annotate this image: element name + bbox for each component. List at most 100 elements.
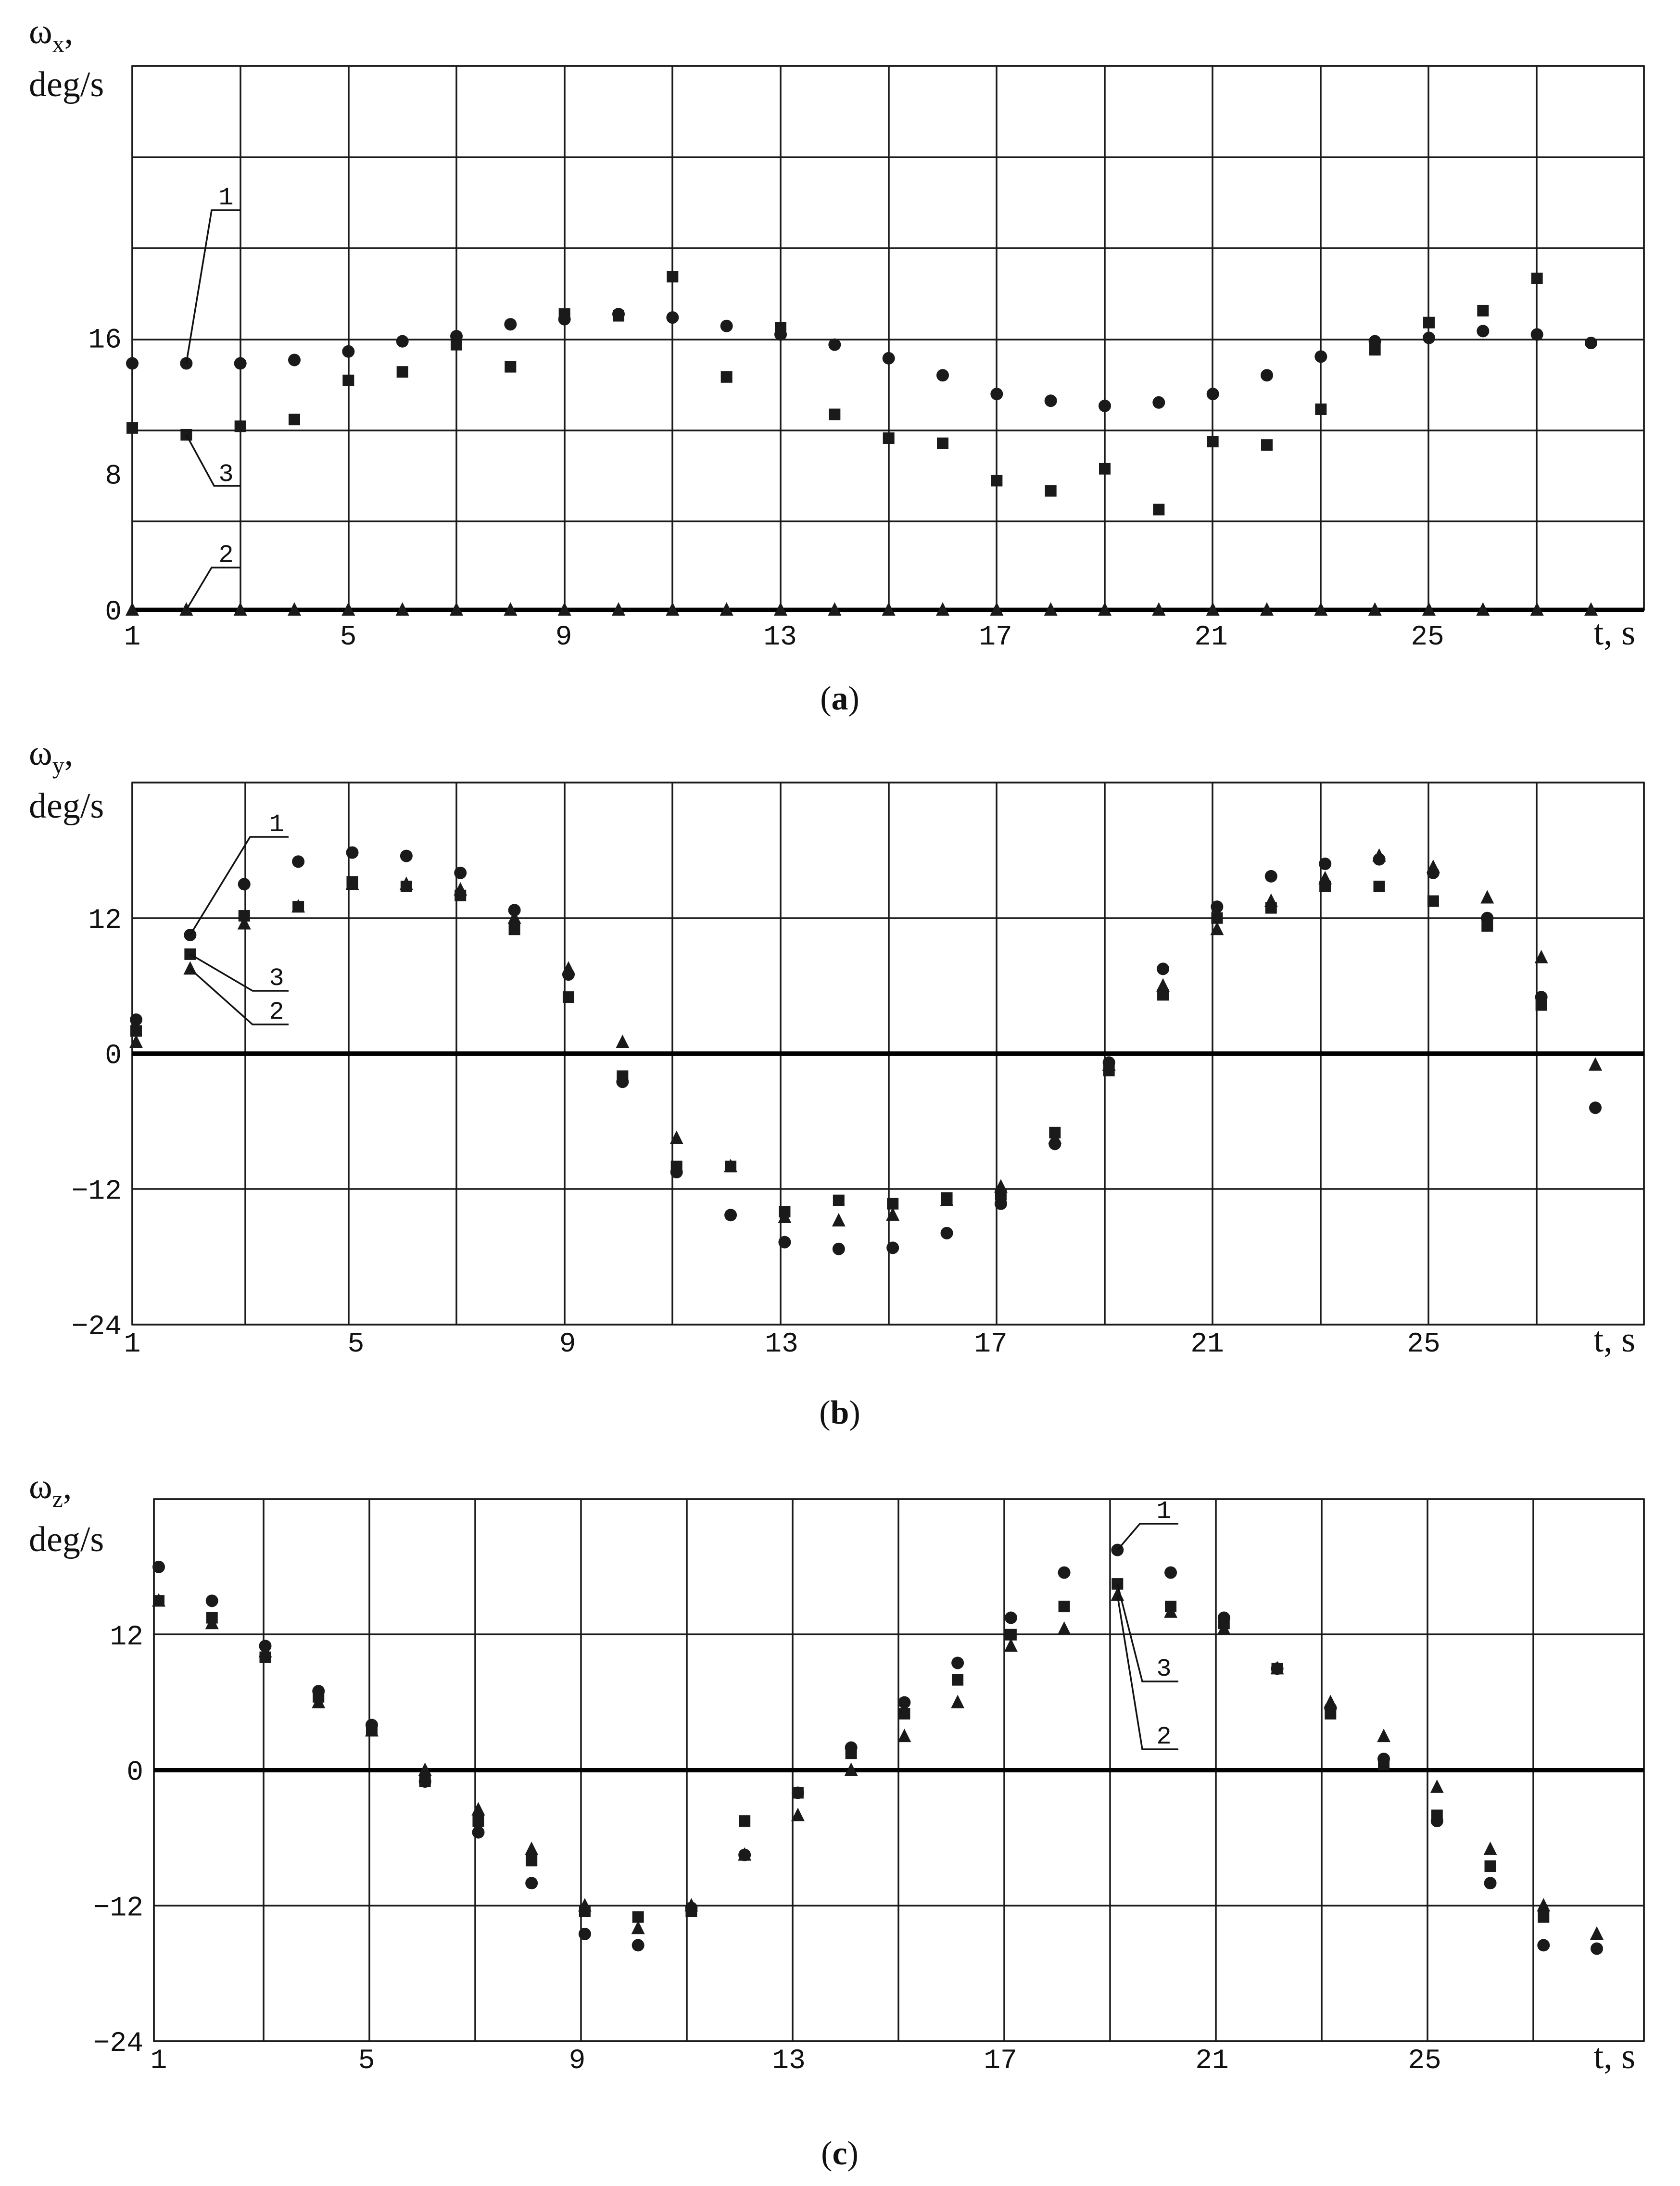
data-point-triangle <box>774 602 787 616</box>
y-tick-label: 12 <box>88 905 122 936</box>
series-1 <box>126 308 1597 412</box>
callout-leader <box>1117 1523 1178 1551</box>
x-tick-label: 1 <box>151 2046 167 2077</box>
data-point-circle <box>400 849 413 862</box>
data-point-triangle <box>418 1762 432 1776</box>
y-axis-symbol: ω <box>29 733 52 773</box>
callout-label: 2 <box>269 998 284 1026</box>
data-point-square <box>289 414 300 426</box>
data-point-square <box>451 339 462 351</box>
data-point-triangle <box>1377 1729 1391 1743</box>
data-point-circle <box>828 338 841 351</box>
data-point-square <box>1045 485 1057 497</box>
callout-leader <box>185 434 240 487</box>
data-point-triangle <box>507 910 521 924</box>
caption-open: ( <box>820 680 831 717</box>
data-point-square <box>1369 344 1381 356</box>
data-point-circle <box>990 388 1003 401</box>
data-point-square <box>898 1708 910 1720</box>
data-point-circle <box>940 1226 953 1239</box>
panel-caption: (b) <box>819 1394 860 1431</box>
x-tick-label: 13 <box>763 622 797 653</box>
data-point-triangle <box>844 1762 858 1776</box>
data-point-triangle <box>828 602 842 616</box>
data-point-circle <box>882 352 895 365</box>
data-point-square <box>1319 881 1331 893</box>
data-point-triangle <box>1422 602 1436 616</box>
x-tick-label: 1 <box>124 1329 141 1360</box>
caption-close: ) <box>847 2135 859 2172</box>
data-point-circle <box>126 357 139 370</box>
data-point-circle <box>1211 900 1224 913</box>
y-tick-label: 0 <box>105 597 122 628</box>
data-point-square <box>562 991 574 1003</box>
data-point-circle <box>1099 399 1111 412</box>
series-callouts: 1 3 2 <box>1116 1497 1178 1751</box>
data-point-square <box>991 475 1003 487</box>
series-1 <box>130 846 1602 1255</box>
data-point-circle <box>1423 331 1435 344</box>
data-point-circle <box>1164 1566 1177 1579</box>
y-axis-subscript: x <box>52 30 64 57</box>
x-tick-label: 13 <box>772 2046 806 2077</box>
data-point-square <box>1477 304 1489 316</box>
data-point-square <box>508 923 520 935</box>
data-point-circle <box>994 1197 1007 1210</box>
data-point-square <box>1207 436 1219 448</box>
data-point-square <box>941 1192 953 1204</box>
data-point-square <box>829 408 841 420</box>
data-point-square <box>887 1198 899 1210</box>
data-point-square <box>1427 895 1439 907</box>
callout-label: 2 <box>1156 1723 1171 1751</box>
data-point-square <box>779 1206 791 1218</box>
data-point-circle <box>578 1927 591 1940</box>
data-point-circle <box>1152 396 1165 409</box>
data-point-triangle <box>990 602 1004 616</box>
caption-open: ( <box>821 2135 832 2172</box>
data-point-triangle <box>288 602 301 616</box>
data-point-triangle <box>612 602 625 616</box>
series-2 <box>129 848 1602 1226</box>
data-point-square <box>342 374 354 386</box>
data-point-circle <box>152 1560 165 1573</box>
data-point-triangle <box>936 602 949 616</box>
data-point-square <box>1005 1629 1017 1641</box>
data-point-circle <box>1591 1942 1603 1955</box>
x-tick-label: 21 <box>1195 2046 1229 2077</box>
y-tick-label: −12 <box>93 1893 143 1924</box>
data-point-circle <box>396 335 409 348</box>
data-point-square <box>1431 1809 1443 1821</box>
y-axis-subscript: y <box>52 752 64 779</box>
data-point-circle <box>1319 858 1332 871</box>
data-point-circle <box>1044 394 1057 407</box>
data-point-circle <box>1477 325 1490 338</box>
callout-leader <box>189 953 289 992</box>
data-point-square <box>617 1070 629 1082</box>
data-point-triangle <box>1368 602 1382 616</box>
data-point-triangle <box>1324 1694 1338 1708</box>
callout-label: 3 <box>1156 1655 1171 1683</box>
y-tick-label: 12 <box>110 1622 143 1653</box>
data-point-square <box>400 881 412 893</box>
data-point-triangle <box>1480 890 1494 904</box>
data-point-square <box>1099 463 1111 475</box>
y-tick-label: −12 <box>72 1176 122 1207</box>
data-point-square <box>1373 881 1385 893</box>
data-point-circle <box>1157 962 1170 975</box>
y-axis-label: ωz, <box>29 1467 72 1512</box>
x-tick-label: 9 <box>559 1329 576 1360</box>
data-point-square <box>775 322 786 334</box>
data-point-triangle <box>1534 949 1548 963</box>
data-point-circle <box>1314 350 1327 363</box>
data-point-triangle <box>1314 602 1328 616</box>
data-point-circle <box>525 1877 538 1890</box>
y-axis-label: ωx, <box>29 12 73 57</box>
data-point-triangle <box>561 961 575 975</box>
y-tick-label: 0 <box>126 1757 143 1789</box>
caption-open: ( <box>819 1394 830 1431</box>
data-point-circle <box>346 846 359 859</box>
data-point-circle <box>342 345 355 358</box>
data-point-triangle <box>886 1207 900 1221</box>
